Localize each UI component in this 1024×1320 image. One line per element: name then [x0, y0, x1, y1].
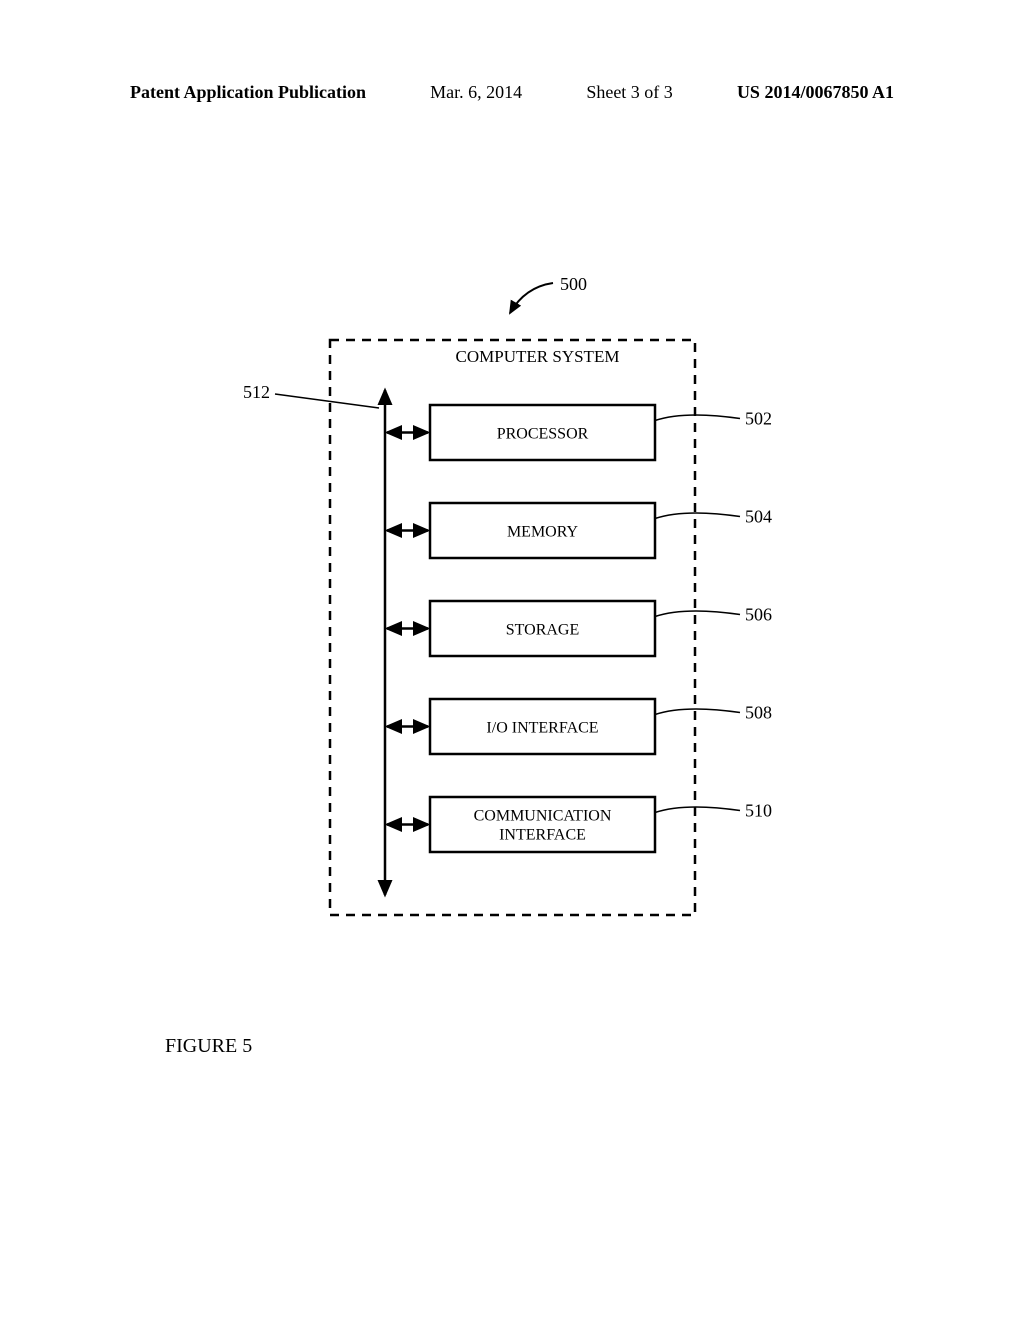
refnum: 506 [745, 605, 772, 625]
component-box [430, 797, 655, 852]
refnum-leader [655, 807, 740, 813]
refnum-500-leader [510, 283, 553, 313]
computer-system-diagram: COMPUTER SYSTEM 500 512 PROCESSOR 502 MEMORY 5… [0, 0, 1024, 1320]
component-label: PROCESSOR [497, 426, 589, 443]
refnum-500: 500 [560, 274, 587, 294]
component-label: I/O INTERFACE [486, 720, 598, 737]
component-label: INTERFACE [499, 827, 586, 844]
refnum: 510 [745, 801, 772, 821]
refnum-leader [655, 611, 740, 617]
refnum: 508 [745, 703, 772, 723]
refnum-leader [655, 513, 740, 519]
refnum-leader [655, 415, 740, 421]
component-label: COMMUNICATION [474, 808, 612, 825]
refnum-512: 512 [243, 382, 270, 402]
figure-label: FIGURE 5 [165, 1035, 252, 1058]
refnum-512-leader [275, 394, 379, 408]
refnum: 504 [745, 507, 772, 527]
refnum-leader [655, 709, 740, 715]
component-label: STORAGE [506, 622, 580, 639]
system-title: COMPUTER SYSTEM [456, 347, 620, 366]
component-label: MEMORY [507, 524, 579, 541]
refnum: 502 [745, 409, 772, 429]
